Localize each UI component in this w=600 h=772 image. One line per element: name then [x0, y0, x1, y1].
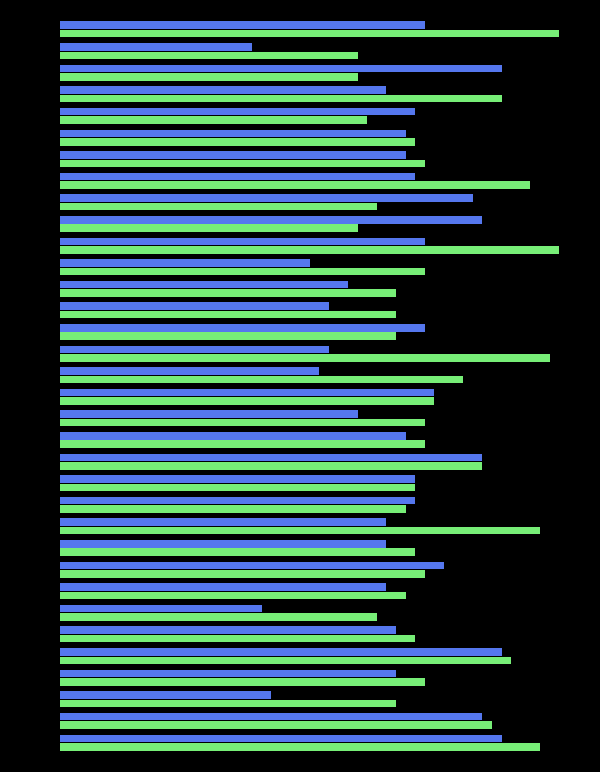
Bar: [60, 290, 396, 296]
Bar: [60, 117, 367, 124]
Bar: [60, 562, 444, 569]
Bar: [60, 411, 358, 418]
Bar: [60, 160, 425, 167]
Bar: [60, 130, 406, 137]
Bar: [60, 216, 482, 224]
Bar: [60, 108, 415, 116]
Bar: [60, 268, 425, 275]
Bar: [60, 22, 425, 29]
Bar: [60, 591, 406, 599]
Bar: [60, 367, 319, 374]
Bar: [60, 548, 415, 556]
Bar: [60, 656, 511, 664]
Bar: [60, 354, 550, 361]
Bar: [60, 73, 358, 81]
Bar: [60, 699, 396, 707]
Bar: [60, 691, 271, 699]
Bar: [60, 52, 358, 59]
Bar: [60, 43, 252, 51]
Bar: [60, 454, 482, 461]
Bar: [60, 734, 502, 742]
Bar: [60, 476, 415, 482]
Bar: [60, 259, 310, 267]
Bar: [60, 721, 492, 729]
Bar: [60, 419, 425, 426]
Bar: [60, 203, 377, 210]
Bar: [60, 669, 396, 677]
Bar: [60, 95, 502, 103]
Bar: [60, 225, 358, 232]
Bar: [60, 65, 502, 73]
Bar: [60, 462, 482, 469]
Bar: [60, 627, 396, 634]
Bar: [60, 713, 482, 720]
Bar: [60, 678, 425, 686]
Bar: [60, 151, 406, 159]
Bar: [60, 195, 473, 202]
Bar: [60, 173, 415, 181]
Bar: [60, 484, 415, 491]
Bar: [60, 376, 463, 383]
Bar: [60, 613, 377, 621]
Bar: [60, 389, 434, 396]
Bar: [60, 432, 406, 439]
Bar: [60, 333, 396, 340]
Bar: [60, 324, 425, 331]
Bar: [60, 86, 386, 94]
Bar: [60, 635, 415, 642]
Bar: [60, 441, 425, 448]
Bar: [60, 743, 540, 750]
Bar: [60, 311, 396, 318]
Bar: [60, 540, 386, 547]
Bar: [60, 570, 425, 577]
Bar: [60, 648, 502, 655]
Bar: [60, 605, 262, 612]
Bar: [60, 30, 559, 38]
Bar: [60, 246, 559, 253]
Bar: [60, 303, 329, 310]
Bar: [60, 505, 406, 513]
Bar: [60, 138, 415, 145]
Bar: [60, 497, 415, 504]
Bar: [60, 519, 386, 526]
Bar: [60, 527, 540, 534]
Bar: [60, 181, 530, 188]
Bar: [60, 398, 434, 405]
Bar: [60, 238, 425, 245]
Bar: [60, 584, 386, 591]
Bar: [60, 281, 348, 288]
Bar: [60, 346, 329, 353]
